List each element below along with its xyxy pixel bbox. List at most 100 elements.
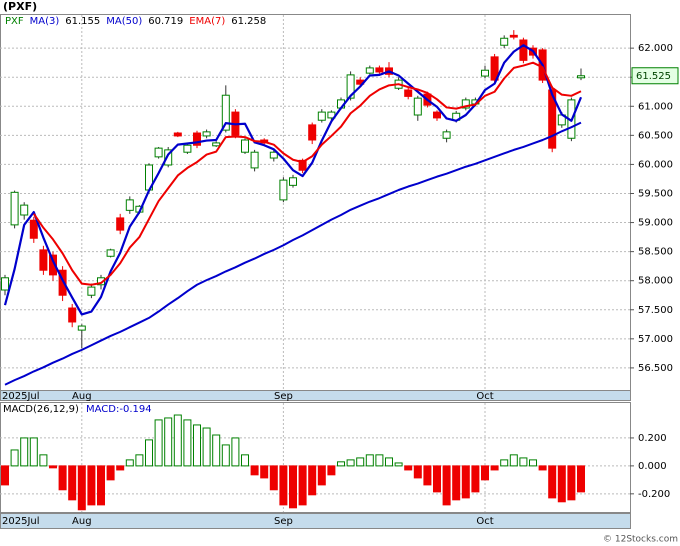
histogram-bar [308,465,317,496]
candle-body [279,179,288,201]
histogram-bar [49,465,57,469]
candle-body [298,159,307,171]
candle-body [241,139,249,153]
histogram-bar [375,454,384,467]
histogram-bar [346,459,355,467]
candle-body [308,124,317,141]
macd-title: MACD(26,12,9) [3,404,79,415]
y-tick-label: 58.500 [638,247,673,258]
candle-body [29,219,38,239]
histogram-bar [231,437,240,467]
candle-body [164,149,173,166]
last-price-box [631,67,679,85]
histogram-bar [298,465,307,506]
histogram-bar [97,465,105,506]
histogram-bar [557,465,566,503]
y-tick-label: 0.200 [638,433,667,444]
candle-body [433,111,441,119]
candle-body [77,325,86,331]
histogram-bar [260,465,269,479]
histogram-bar [519,457,528,467]
y-tick-label: 58.000 [638,276,673,287]
candle-body [317,111,326,121]
histogram-bar [289,465,297,509]
histogram-bar [125,459,134,467]
histogram-bar [183,419,192,467]
candle-body [365,67,374,74]
legend-label: EMA(7) [189,16,225,27]
histogram-bar [365,454,374,467]
candle-body [442,131,451,139]
histogram-bar [356,457,365,467]
candle-body [10,191,19,226]
watermark: © 12Stocks.com [603,535,678,545]
x-tick-label: Aug [72,516,92,527]
y-tick-label: 56.500 [638,363,673,374]
legend-value: 60.719 [148,16,183,27]
candle-body [269,151,278,159]
price-panel [0,14,631,391]
candle-body [490,56,499,81]
histogram-bar [154,419,163,467]
histogram-bar [279,465,288,506]
candle-body [289,177,297,186]
candle-body [212,142,221,147]
histogram-bar [567,465,576,501]
histogram-bar [29,437,38,467]
histogram-bar [87,465,96,506]
candle-body [154,147,163,158]
y-tick-label: 60.500 [638,130,673,141]
x-tick-label: 2025Jul [2,391,40,402]
histogram-bar [509,454,518,467]
candle-body [68,307,77,323]
histogram-bar [20,437,29,467]
histogram-bar [58,465,67,491]
histogram-bar [212,434,221,467]
candle-body [125,199,134,211]
candle-body [577,75,585,79]
y-tick-label: 59.500 [638,188,673,199]
chart-title: (PXF) [3,0,37,13]
candle-body [20,204,29,216]
histogram-bar [106,465,115,481]
candle-body [193,132,201,146]
histogram-bar [269,465,278,491]
histogram-bar [68,465,77,501]
x-tick-label: Aug [72,391,92,402]
histogram-bar [490,465,499,471]
histogram-bar [1,465,9,486]
histogram-bar [481,465,489,481]
y-tick-label: 57.000 [638,334,673,345]
candle-body [413,97,422,116]
candle-body [39,249,48,271]
macd-value: MACD:-0.194 [86,404,152,415]
histogram-bar [317,465,326,486]
candle-body [500,37,509,46]
histogram-bar [173,414,182,467]
candle-body [58,269,67,296]
histogram-bar [145,439,153,467]
histogram-bar [77,465,86,511]
legend-label: MA(3) [30,16,60,27]
candle-body [375,67,384,73]
candle-body [404,89,413,97]
line-series [4,121,582,386]
candle-body [1,277,9,291]
histogram-bar [548,465,557,499]
legend-value: 61.155 [65,16,100,27]
histogram-bar [337,461,345,467]
line-series [3,44,583,316]
candle-body [173,132,182,137]
histogram-bar [164,417,173,467]
histogram-bar [413,465,422,479]
y-tick-label: 62.000 [638,43,673,54]
histogram-bar [385,457,393,467]
histogram-bar [135,454,144,467]
x-tick-label: 2025Jul [2,516,40,527]
candle-body [250,151,259,169]
candle-body [346,74,355,99]
candle-body [481,69,489,77]
histogram-bar [202,427,211,467]
candle-body [519,39,528,61]
